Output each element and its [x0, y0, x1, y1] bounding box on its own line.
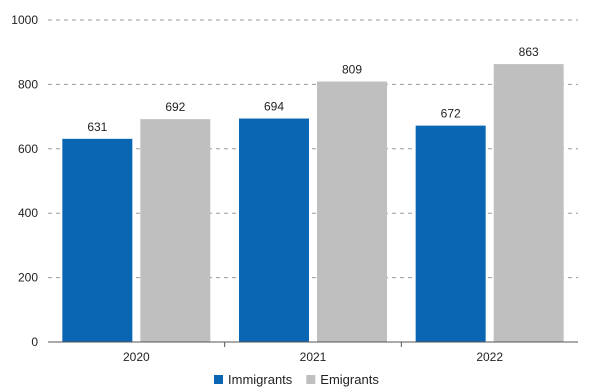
bars: [62, 64, 564, 343]
data-label-emigrants-2020: 692: [165, 100, 185, 114]
data-label-emigrants-2022: 863: [519, 45, 539, 59]
y-tick-label-600: 600: [18, 142, 38, 156]
bar-immigrants-2020: [62, 138, 133, 342]
y-tick-label-1000: 1000: [11, 13, 38, 27]
legend-label-emigrants: Emigrants: [320, 372, 379, 387]
data-labels: 631 692 694 809 672 863: [87, 45, 539, 134]
x-axis: 2020 2021 2022: [48, 341, 578, 364]
bar-emigrants-2020: [140, 119, 211, 343]
y-axis-ticks: 0 200 400 600 800 1000: [11, 13, 38, 349]
data-label-immigrants-2021: 694: [264, 100, 284, 114]
y-tick-label-0: 0: [31, 335, 38, 349]
legend-label-immigrants: Immigrants: [228, 372, 293, 387]
y-tick-label-800: 800: [18, 77, 38, 91]
x-tick-label-2020: 2020: [123, 350, 150, 364]
y-tick-label-200: 200: [18, 271, 38, 285]
data-label-immigrants-2022: 672: [441, 107, 461, 121]
x-tick-label-2022: 2022: [476, 350, 503, 364]
bar-emigrants-2022: [493, 64, 564, 342]
legend: Immigrants Emigrants: [214, 372, 379, 387]
x-tick-label-2021: 2021: [300, 350, 327, 364]
data-label-emigrants-2021: 809: [342, 63, 362, 77]
legend-swatch-emigrants: [306, 375, 316, 384]
grid-lines: [48, 19, 578, 279]
legend-swatch-immigrants: [214, 375, 223, 384]
bar-immigrants-2022: [415, 125, 486, 342]
y-tick-label-400: 400: [18, 206, 38, 220]
bar-emigrants-2021: [317, 81, 387, 342]
bar-immigrants-2021: [239, 118, 309, 342]
data-label-immigrants-2020: 631: [87, 120, 107, 134]
